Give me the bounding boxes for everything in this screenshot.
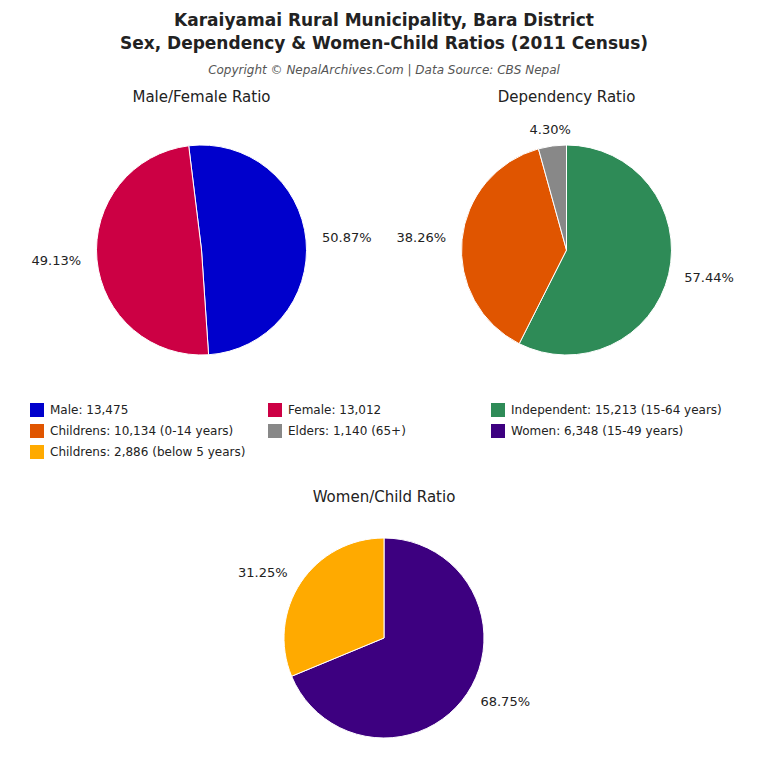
legend-item: Independent: 15,213 (15-64 years): [491, 403, 722, 418]
data-labels: 50.87% 49.13%: [31, 230, 371, 268]
pie-title: Women/Child Ratio: [313, 488, 456, 506]
title: Sex, Dependency & Women-Child Ratios (20…: [120, 33, 648, 53]
legend-swatch: [30, 424, 44, 438]
legend-swatch: [30, 445, 44, 459]
pie-title: Male/Female Ratio: [132, 88, 270, 106]
pie-chart: Male/Female Ratio 50.87% 49.13%: [31, 88, 371, 355]
pie-slice: [97, 146, 209, 355]
legend-swatch: [491, 403, 505, 417]
subtitle: Copyright © NepalArchives.Com | Data Sou…: [208, 63, 560, 77]
legend-item: Women: 6,348 (15-49 years): [491, 424, 683, 439]
legend-swatch: [491, 424, 505, 438]
pie-slice: [538, 145, 566, 250]
legend-label: Female: 13,012: [288, 403, 381, 417]
data-label: 68.75%: [480, 694, 530, 709]
data-label: 50.87%: [322, 230, 372, 245]
legend-label: Elders: 1,140 (65+): [288, 424, 406, 438]
data-labels: 68.75% 31.25%: [238, 565, 530, 709]
legend-item: Elders: 1,140 (65+): [268, 424, 406, 439]
data-label: 49.13%: [31, 253, 81, 268]
slices: [97, 145, 307, 355]
data-label: 31.25%: [238, 565, 288, 580]
data-label: 4.30%: [530, 122, 571, 137]
legend-swatch: [30, 403, 44, 417]
legend-label: Male: 13,475: [50, 403, 128, 417]
pie-chart: Women/Child Ratio 68.75% 31.25%: [238, 488, 530, 738]
legend-swatch: [268, 424, 282, 438]
data-label: 57.44%: [684, 270, 734, 285]
title: Karaiyamai Rural Municipality, Bara Dist…: [174, 10, 594, 30]
legend-swatch: [268, 403, 282, 417]
legend-item: Childrens: 10,134 (0-14 years): [30, 424, 233, 439]
legend-label: Independent: 15,213 (15-64 years): [511, 403, 722, 417]
pie-title: Dependency Ratio: [498, 88, 636, 106]
legend-label: Childrens: 2,886 (below 5 years): [50, 445, 245, 459]
data-label: 38.26%: [397, 230, 447, 245]
legend: Male: 13,475 Female: 13,012 Independent: 1…: [30, 403, 722, 460]
slices: [461, 145, 671, 355]
legend-item: Female: 13,012: [268, 403, 381, 418]
slices: [284, 538, 484, 738]
legend-label: Women: 6,348 (15-49 years): [511, 424, 683, 438]
legend-label: Childrens: 10,134 (0-14 years): [50, 424, 233, 438]
pie-chart: Dependency Ratio 57.44% 38.26% 4.30%: [397, 88, 734, 355]
legend-item: Male: 13,475: [30, 403, 128, 418]
chart: Karaiyamai Rural Municipality, Bara Dist…: [0, 0, 768, 768]
legend-item: Childrens: 2,886 (below 5 years): [30, 445, 245, 460]
pie-slice: [284, 538, 384, 676]
data-labels: 57.44% 38.26% 4.30%: [397, 122, 734, 285]
